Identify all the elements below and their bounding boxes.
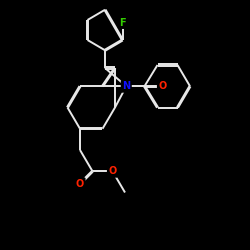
Text: O: O (108, 166, 116, 176)
Text: O: O (76, 179, 84, 189)
Text: F: F (119, 18, 126, 28)
Text: N: N (122, 81, 130, 91)
Text: O: O (158, 81, 166, 91)
